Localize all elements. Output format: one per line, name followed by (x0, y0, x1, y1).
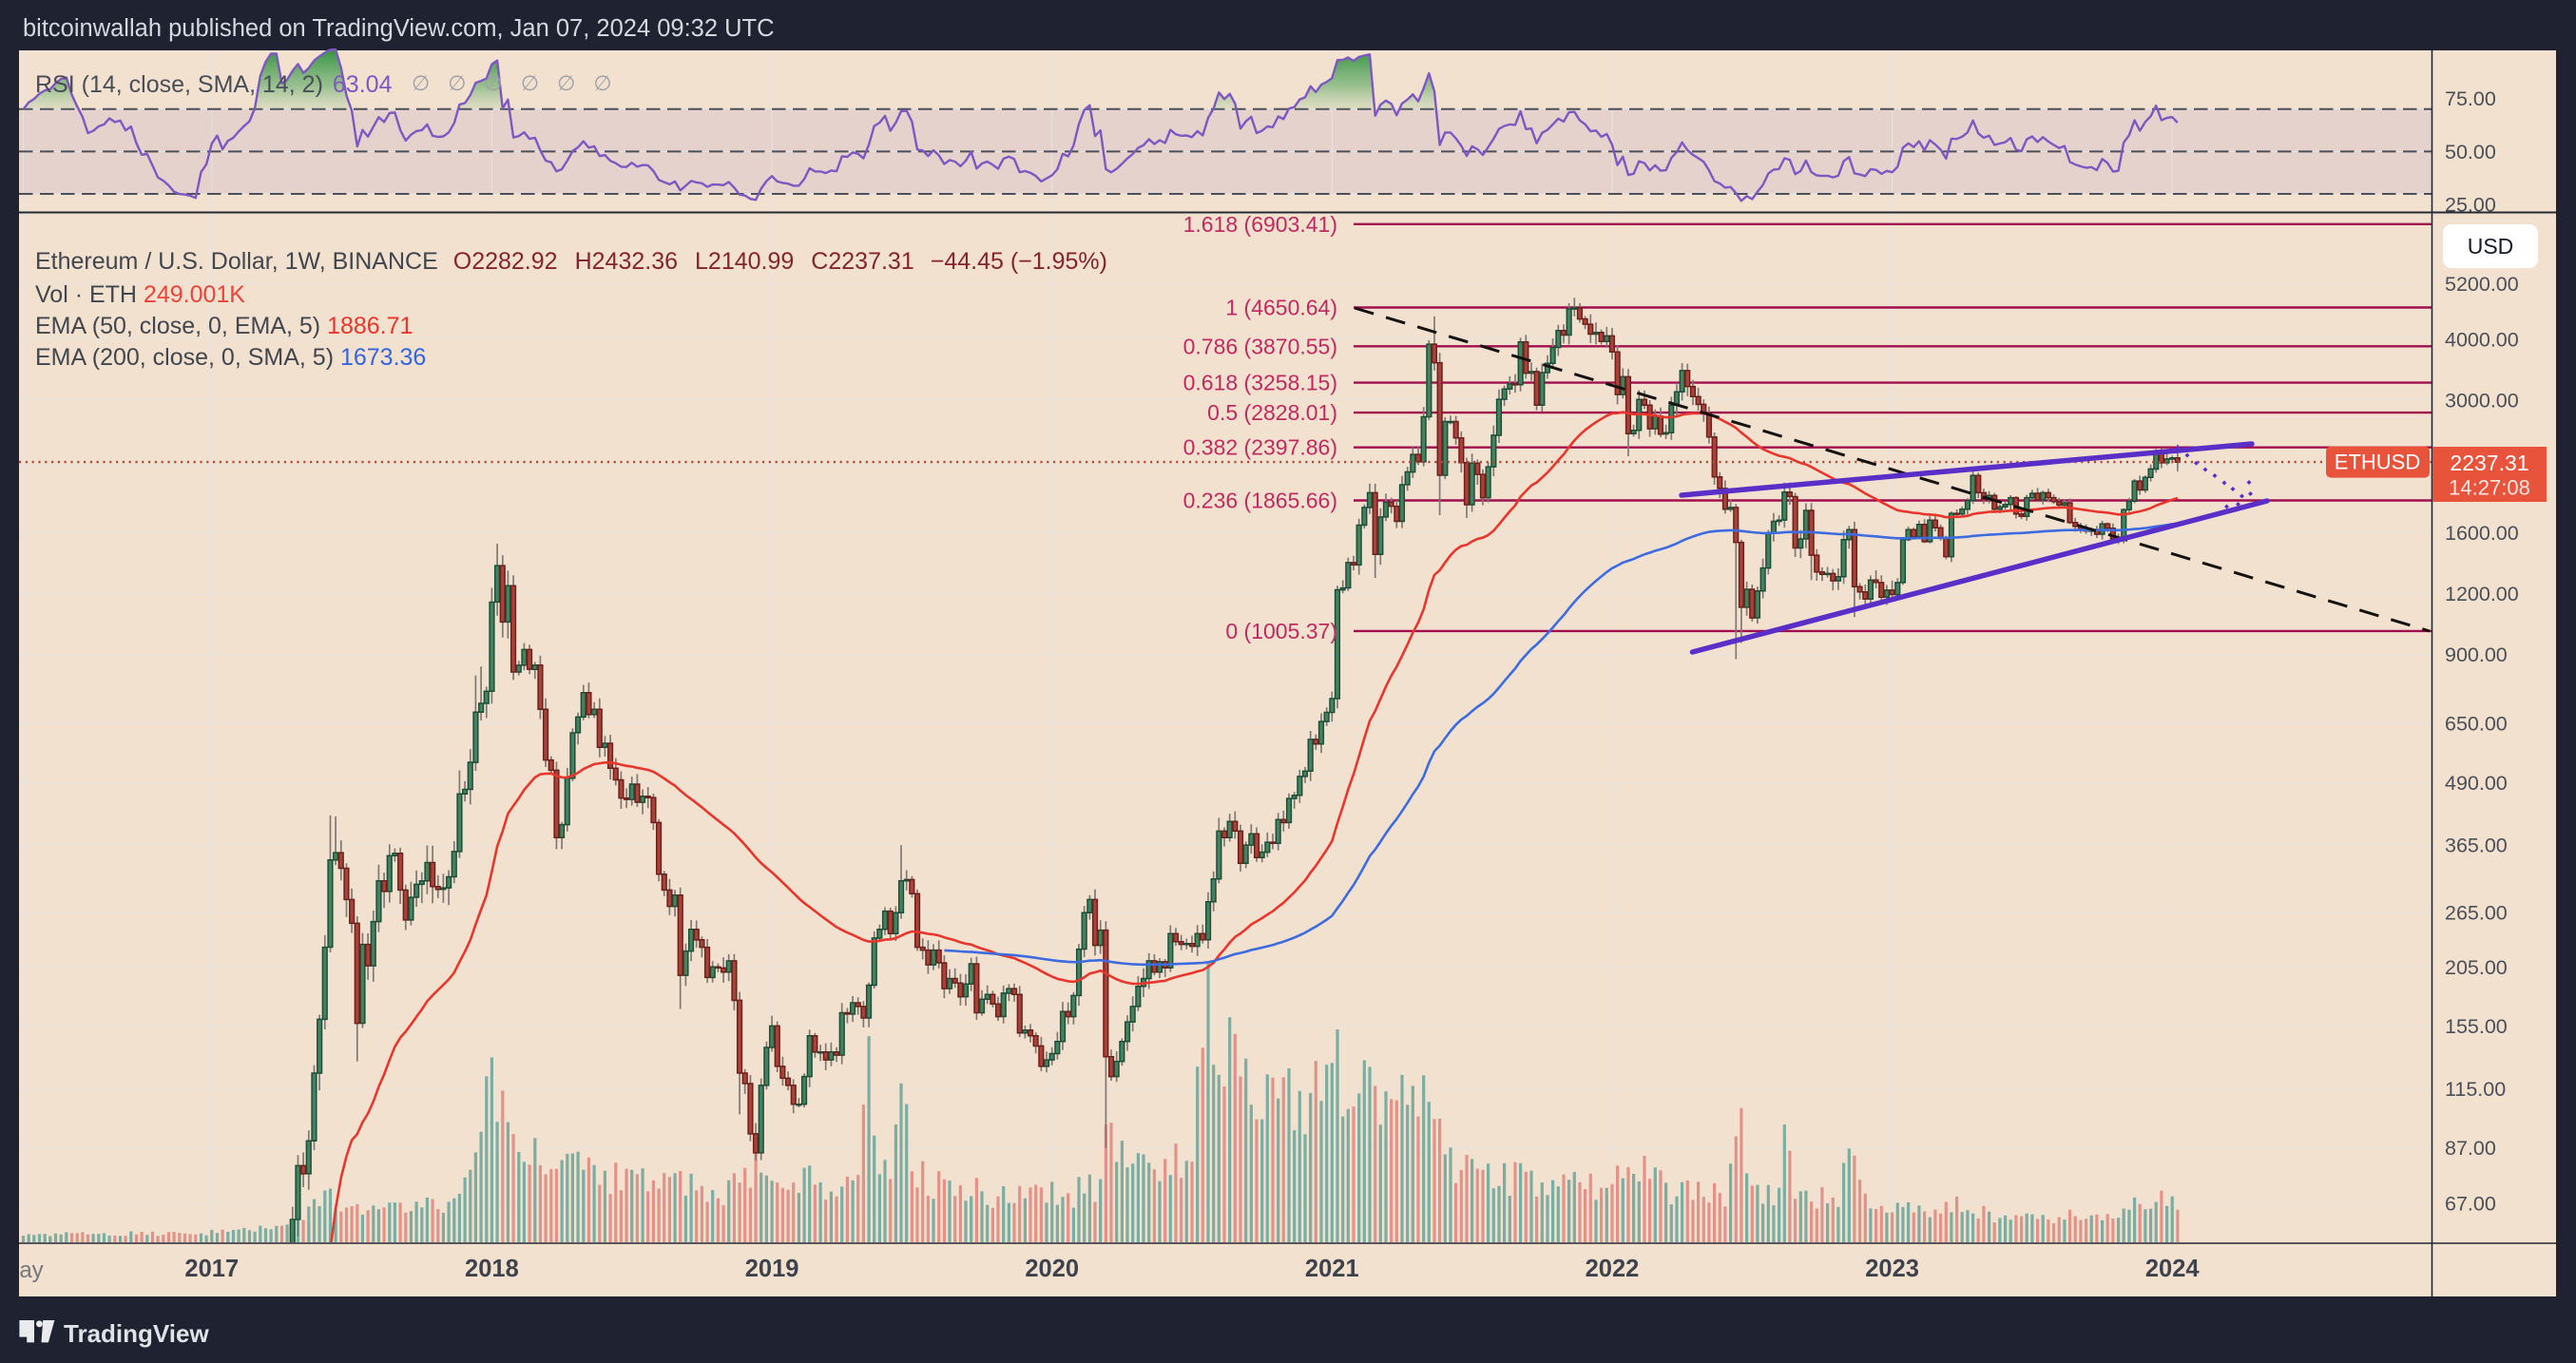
svg-text:0.786 (3870.55): 0.786 (3870.55) (1183, 334, 1337, 358)
svg-text:2021: 2021 (1305, 1256, 1359, 1282)
svg-text:2017: 2017 (184, 1256, 239, 1282)
svg-text:2023: 2023 (1865, 1256, 1919, 1282)
svg-text:75.00: 75.00 (2445, 87, 2496, 110)
svg-text:bitcoinwallah published on Tra: bitcoinwallah published on TradingView.c… (23, 15, 775, 42)
svg-text:1 (4650.64): 1 (4650.64) (1225, 296, 1337, 320)
svg-text:0.5 (2828.01): 0.5 (2828.01) (1207, 400, 1337, 425)
svg-text:265.00: 265.00 (2445, 902, 2508, 925)
svg-text:USD: USD (2468, 234, 2514, 259)
svg-text:0 (1005.37): 0 (1005.37) (1225, 619, 1337, 643)
svg-text:ay: ay (19, 1257, 43, 1283)
svg-text:EMA (50, close, 0, EMA, 5) 188: EMA (50, close, 0, EMA, 5) 1886.71 (35, 313, 413, 339)
svg-text:2022: 2022 (1586, 1256, 1640, 1282)
svg-text:∅ ∅ ∅ ∅ ∅ ∅: ∅ ∅ ∅ ∅ ∅ ∅ (412, 71, 612, 95)
svg-text:87.00: 87.00 (2445, 1137, 2496, 1160)
svg-text:RSI (14, close, SMA, 14, 2)63.: RSI (14, close, SMA, 14, 2) 63.04 (35, 71, 393, 98)
svg-text:0.382 (2397.86): 0.382 (2397.86) (1183, 435, 1337, 460)
svg-text:205.00: 205.00 (2445, 956, 2508, 979)
svg-text:2237.31: 2237.31 (2450, 451, 2528, 475)
svg-text:0.236 (1865.66): 0.236 (1865.66) (1183, 489, 1337, 513)
svg-text:2024: 2024 (2145, 1256, 2201, 1282)
svg-text:4000.00: 4000.00 (2445, 329, 2519, 352)
svg-text:ETHUSD: ETHUSD (2335, 451, 2420, 474)
svg-text:900.00: 900.00 (2445, 643, 2508, 666)
svg-text:650.00: 650.00 (2445, 712, 2508, 735)
svg-text:155.00: 155.00 (2445, 1015, 2508, 1038)
svg-text:67.00: 67.00 (2445, 1192, 2496, 1215)
svg-text:25.00: 25.00 (2445, 194, 2496, 217)
svg-text:2019: 2019 (745, 1256, 799, 1282)
svg-text:Vol · ETH 249.001K: Vol · ETH 249.001K (35, 281, 245, 308)
svg-text:1600.00: 1600.00 (2445, 522, 2519, 545)
svg-text:1.618 (6903.41): 1.618 (6903.41) (1183, 212, 1337, 237)
svg-text:3000.00: 3000.00 (2445, 390, 2519, 413)
svg-text:TradingView: TradingView (64, 1319, 209, 1348)
svg-text:5200.00: 5200.00 (2445, 273, 2519, 296)
svg-text:2020: 2020 (1025, 1256, 1079, 1282)
svg-text:490.00: 490.00 (2445, 772, 2508, 795)
svg-text:2018: 2018 (465, 1256, 519, 1282)
svg-text:115.00: 115.00 (2445, 1078, 2506, 1101)
svg-text:365.00: 365.00 (2445, 835, 2508, 857)
svg-text:50.00: 50.00 (2445, 141, 2496, 163)
svg-text:EMA (200, close, 0, SMA, 5) 16: EMA (200, close, 0, SMA, 5) 1673.36 (35, 344, 426, 371)
svg-text:0.618 (3258.15): 0.618 (3258.15) (1183, 371, 1337, 395)
svg-text:14:27:08: 14:27:08 (2449, 476, 2530, 500)
svg-text:1200.00: 1200.00 (2445, 583, 2519, 605)
